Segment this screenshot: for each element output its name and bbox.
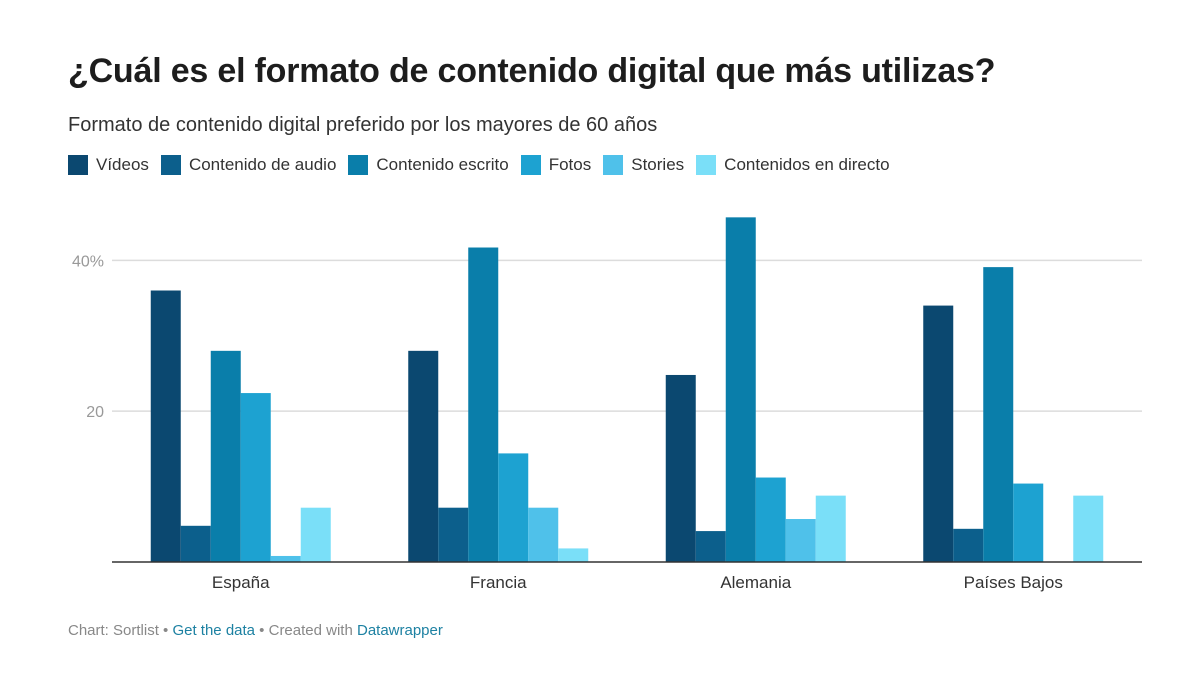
source-credit: Chart: Sortlist [68,622,159,639]
y-tick-label: 40% [72,253,104,270]
legend-label: Contenidos en directo [724,155,890,174]
legend-swatch [68,155,88,175]
legend-label: Contenido escrito [376,155,509,174]
bar [923,305,954,562]
get-the-data-link[interactable]: Get the data [172,622,256,639]
legend-swatch [696,155,717,175]
x-tick-label: Países Bajos [964,573,1063,592]
legend-swatch [348,155,369,175]
chart-title: ¿Cuál es el formato de contenido digital… [68,52,996,90]
bar [498,453,529,562]
bar [438,507,469,562]
chart-subtitle: Formato de contenido digital preferido p… [68,114,658,136]
legend-label: Fotos [548,155,592,174]
bar [665,374,696,562]
bar [270,555,301,562]
bar [785,519,816,562]
bar [695,531,726,562]
legend-item-videos: Vídeos [68,155,149,175]
legend-item-stories: Stories [603,155,684,175]
footer: Chart: Sortlist • Get the data • Created… [68,622,443,639]
legend-label: Stories [631,155,685,174]
x-tick-label: Francia [470,573,527,592]
legend-swatch [520,155,541,175]
bar [240,393,271,562]
legend-item-fotos: Fotos [520,155,592,175]
bar [1013,483,1044,562]
x-tick-label: España [212,573,270,592]
bar [150,290,181,562]
y-tick-label: 20 [86,404,104,421]
bar [408,350,439,562]
legend-label: Contenido de audio [188,155,337,174]
legend-swatch [603,155,624,175]
bar [983,267,1014,562]
legend-swatch [160,155,181,175]
bar [755,477,786,562]
bar [300,507,331,562]
bar [528,507,559,562]
bar [210,350,241,562]
legend: Vídeos Contenido de audio Contenido escr… [68,155,902,175]
bar [1073,495,1104,562]
footer-separator: • [158,622,173,639]
x-tick-label: Alemania [720,573,791,592]
bar [558,548,589,562]
legend-item-escrito: Contenido escrito [348,155,509,175]
legend-item-audio: Contenido de audio [160,155,337,175]
legend-item-directo: Contenidos en directo [696,155,890,175]
datawrapper-link[interactable]: Datawrapper [356,622,443,639]
created-with-text: Created with [268,622,357,639]
legend-label: Vídeos [96,155,149,174]
bar [468,247,499,562]
bar [815,495,846,562]
bar [180,525,211,562]
bar [953,528,984,562]
footer-separator: • [255,622,269,639]
bar [725,217,756,563]
